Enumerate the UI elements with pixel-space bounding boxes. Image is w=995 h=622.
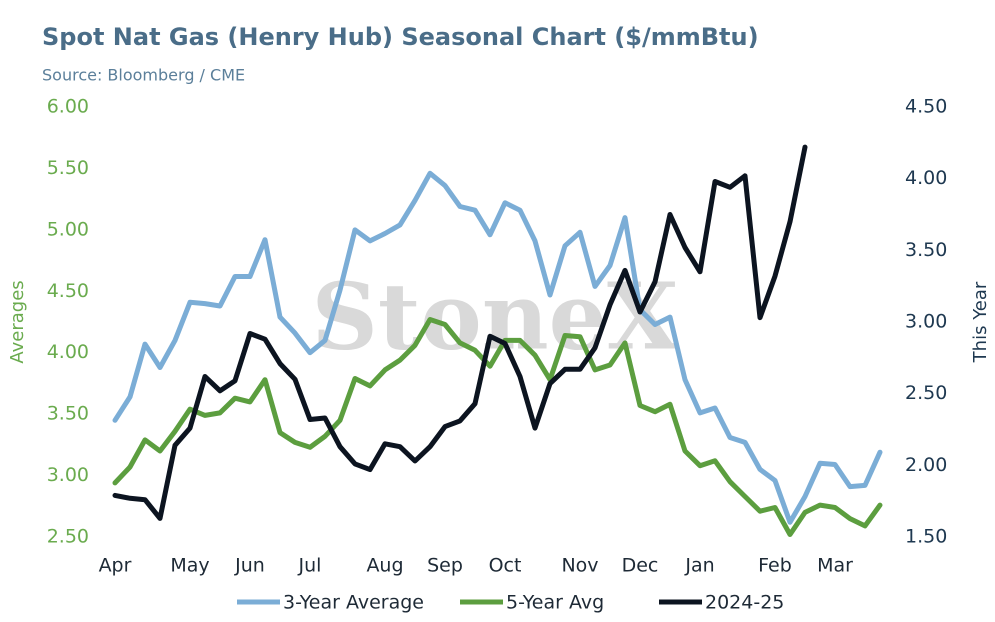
y-tick-label: 4.50 (47, 280, 89, 302)
y2-tick-label: 3.00 (905, 311, 947, 333)
series-line (112, 317, 883, 537)
x-tick-label: Jun (234, 555, 265, 577)
x-tick-label: Nov (561, 555, 598, 577)
legend-label: 5-Year Avg (506, 592, 604, 614)
y2-tick-label: 2.00 (905, 454, 947, 476)
y-tick-label: 5.00 (47, 218, 89, 240)
y2-tick-label: 3.50 (905, 239, 947, 261)
x-tick-label: Apr (99, 555, 132, 577)
legend-label: 3-Year Average (283, 592, 424, 614)
y2-tick-label: 4.50 (905, 96, 947, 118)
series-line (112, 144, 808, 521)
chart-title: Spot Nat Gas (Henry Hub) Seasonal Chart … (42, 23, 759, 51)
series-line (112, 170, 883, 525)
x-tick-label: Sep (427, 555, 463, 577)
x-tick-label: Oct (489, 555, 522, 577)
y2-tick-label: 4.00 (905, 167, 947, 189)
chart-subtitle: Source: Bloomberg / CME (42, 66, 245, 85)
x-tick-label: Feb (758, 555, 792, 577)
y2-tick-label: 2.50 (905, 382, 947, 404)
x-tick-label: Jan (684, 555, 714, 577)
y2-axis-title: This Year (970, 281, 991, 363)
y-axis-title: Averages (7, 280, 28, 363)
y-tick-label: 3.00 (47, 464, 89, 486)
x-tick-label: May (170, 555, 209, 577)
x-tick-label: Aug (366, 555, 403, 577)
x-tick-label: Dec (622, 555, 659, 577)
x-tick-label: Jul (298, 555, 322, 577)
x-tick-label: Mar (817, 555, 853, 577)
y-tick-label: 6.00 (47, 96, 89, 118)
y-tick-label: 2.50 (47, 526, 89, 548)
y-tick-label: 3.50 (47, 403, 89, 425)
y-tick-label: 5.50 (47, 157, 89, 179)
y-tick-label: 4.00 (47, 341, 89, 363)
y2-tick-label: 1.50 (905, 526, 947, 548)
legend-label: 2024-25 (705, 592, 784, 614)
